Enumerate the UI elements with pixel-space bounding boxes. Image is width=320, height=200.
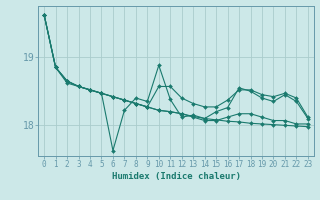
- X-axis label: Humidex (Indice chaleur): Humidex (Indice chaleur): [111, 172, 241, 181]
